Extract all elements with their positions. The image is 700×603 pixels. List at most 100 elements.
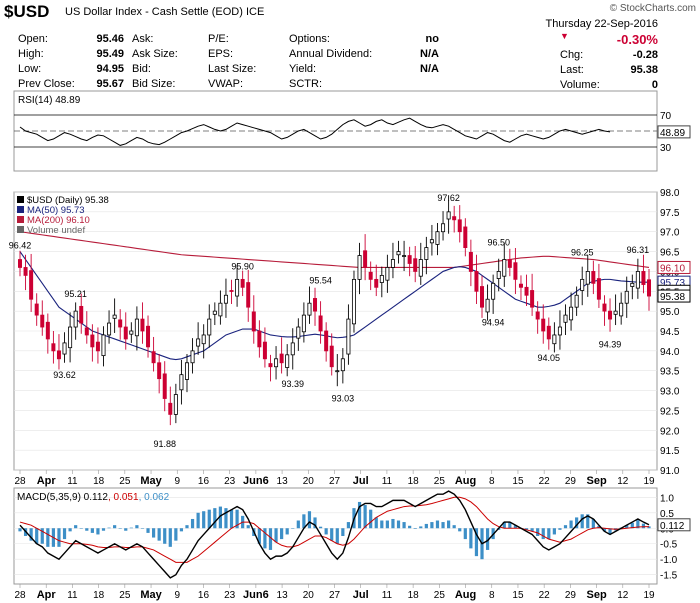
price-annotation: 91.88 [153,439,176,449]
candle-body [112,314,117,319]
candle-body [73,310,78,328]
x-tick-label: 16 [198,590,210,601]
histogram-bar [369,509,373,529]
candle-body [218,302,223,317]
histogram-bar [202,511,206,529]
change-percent: -0.30% [616,32,658,47]
brand-logo[interactable]: © StockCharts.com [609,3,696,14]
x-tick-label: Sep [586,589,606,601]
last-label: Last: [560,64,584,76]
candle-body [624,290,629,304]
candle-body [123,326,128,340]
price-tick-label: 91.0 [660,466,680,477]
price-tick-label: 93.0 [660,387,680,398]
candle-body [480,286,485,308]
histogram-bar [452,525,456,529]
macd-legend-entry: MACD(5,35,9) 0.112 [17,492,108,503]
stat-value: 95.46 [96,33,124,45]
x-tick-label: May [140,589,162,601]
chg-value: -0.28 [632,49,658,61]
histogram-bar [18,528,22,532]
histogram-bar [107,527,111,529]
price-annotation: 94.05 [538,353,561,363]
histogram-bar [174,528,178,541]
legend-swatch [17,216,24,223]
quote-date: Thursday 22-Sep-2016 [545,18,658,30]
histogram-bar [307,511,312,529]
candle-body [179,374,184,391]
x-tick-label: Jul [353,589,369,601]
candle-body [491,282,496,300]
candle-body [474,271,479,292]
candle-body [201,334,206,345]
histogram-bar [541,528,545,540]
histogram-bar [558,528,562,530]
chg-label: Chg: [560,49,584,61]
volume-value: 0 [651,79,658,91]
histogram-bar [441,522,445,529]
candle-body [351,278,356,325]
candle-body [290,342,295,356]
candle-body [240,278,245,288]
price-annotation: 93.62 [53,370,76,380]
candle-body [262,341,267,360]
histogram-bar [296,520,300,529]
x-tick-label: 18 [408,476,420,487]
histogram-bar [458,528,462,532]
candle-body [17,259,22,268]
candle-body [468,251,473,272]
histogram-bar [363,505,367,529]
x-tick-label: 15 [512,590,524,601]
histogram-bar [113,525,117,529]
histogram-bar [380,520,384,529]
candle-body [190,350,195,364]
candle-body [396,251,401,256]
histogram-bar [35,528,39,544]
x-tick-label: Jun6 [243,475,269,487]
x-tick-label: 13 [277,590,289,601]
stat-value: 94.95 [96,63,124,75]
candle-body [279,353,284,364]
candle-body [363,250,368,268]
histogram-bar [268,528,273,550]
candle-body [229,290,234,292]
histogram-bar [552,528,556,535]
candle-body [424,247,429,260]
x-tick-label: 11 [67,590,78,601]
histogram-bar [636,520,640,529]
candle-body [647,279,652,297]
histogram-bar [586,514,590,529]
candle-body [368,271,373,280]
histogram-bar [335,528,339,544]
candle-body [457,219,462,233]
candle-body [402,255,407,257]
histogram-bar [374,517,378,529]
candle-body [307,302,312,316]
candle-body [151,351,156,364]
candle-body [619,302,624,317]
price-tick-label: 91.5 [660,446,680,457]
x-tick-label: 20 [303,590,315,601]
price-tick-label: 94.0 [660,347,680,358]
candle-body [630,282,635,287]
stat-label: EPS: [208,48,234,60]
histogram-bar [285,528,289,535]
histogram-bar [318,526,323,529]
stat-label: Ask Size: [132,48,178,60]
price-annotation: 95.21 [64,289,87,299]
candle-body [340,358,345,372]
stat-value: 95.49 [96,48,124,60]
histogram-bar [569,520,573,529]
macd-tick-label: -1.0 [660,555,678,566]
price-tag [657,260,691,274]
stat-value: N/A [420,48,439,60]
symbol-description: US Dollar Index - Cash Settle (EOD) ICE [65,6,265,18]
candle-body [552,334,557,345]
histogram-bar [157,528,161,541]
candle-body [101,334,106,357]
x-tick-label: Jun6 [243,589,269,601]
price-tick-label: 92.5 [660,406,680,417]
histogram-bar [324,528,328,535]
candle-body [324,330,329,352]
